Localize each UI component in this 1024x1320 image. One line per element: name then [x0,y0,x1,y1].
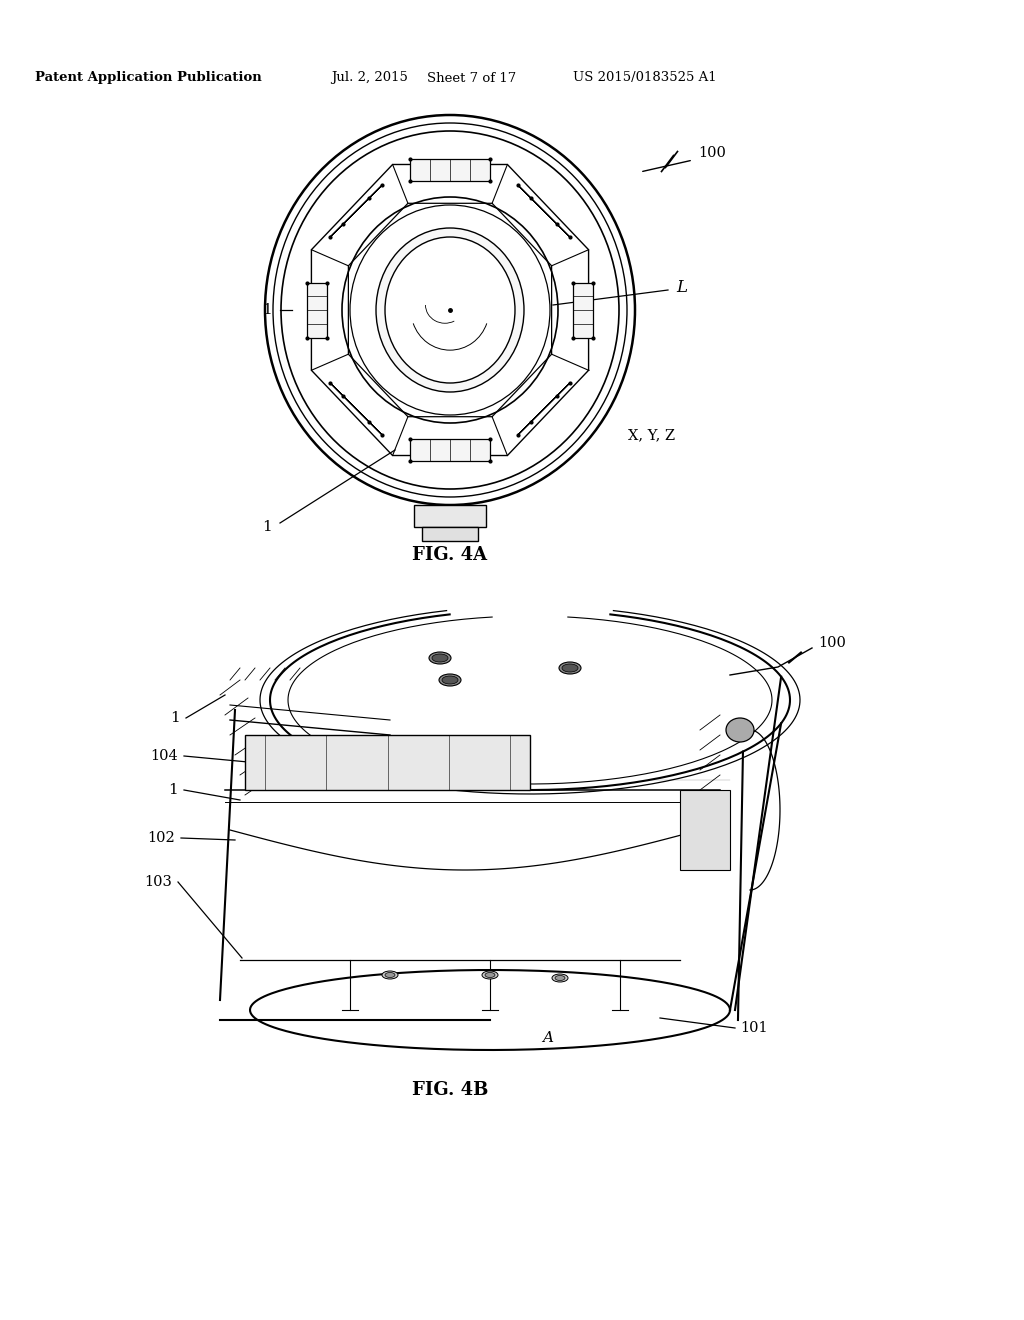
Text: 103: 103 [144,875,172,888]
Text: 1: 1 [262,304,272,317]
Text: 100: 100 [818,636,846,649]
Text: 101: 101 [740,1020,768,1035]
Text: Sheet 7 of 17: Sheet 7 of 17 [427,71,517,84]
Bar [680,789,730,870]
Ellipse shape [442,676,458,684]
Text: 1: 1 [170,711,180,725]
Text: 102: 102 [147,832,175,845]
Text: L: L [676,280,687,297]
Polygon shape [518,383,569,434]
Text: FIG. 4B: FIG. 4B [412,1081,488,1100]
Ellipse shape [385,973,395,978]
Polygon shape [307,282,327,338]
Text: 100: 100 [698,147,726,160]
Bar [414,506,486,527]
Ellipse shape [552,974,568,982]
Ellipse shape [559,663,581,675]
Text: Patent Application Publication: Patent Application Publication [35,71,261,84]
Text: X, Y, Z: X, Y, Z [628,428,675,442]
Text: 1: 1 [262,520,272,535]
Polygon shape [410,438,490,461]
Ellipse shape [482,972,498,979]
Ellipse shape [562,664,578,672]
Ellipse shape [439,675,461,686]
Polygon shape [518,185,569,238]
Ellipse shape [432,653,449,663]
Ellipse shape [385,238,515,383]
Polygon shape [410,160,490,181]
Ellipse shape [429,652,451,664]
Ellipse shape [485,973,495,978]
Bar [245,735,530,789]
Polygon shape [330,383,382,434]
Polygon shape [573,282,593,338]
Text: 1: 1 [168,783,178,797]
Text: US 2015/0183525 A1: US 2015/0183525 A1 [573,71,717,84]
Bar [422,527,478,541]
Text: Jul. 2, 2015: Jul. 2, 2015 [332,71,409,84]
Text: A: A [543,1031,554,1045]
Ellipse shape [726,718,754,742]
Polygon shape [330,185,382,238]
Ellipse shape [555,975,565,981]
Text: 104: 104 [151,748,178,763]
Text: FIG. 4A: FIG. 4A [413,546,487,564]
Ellipse shape [376,228,524,392]
Ellipse shape [382,972,398,979]
